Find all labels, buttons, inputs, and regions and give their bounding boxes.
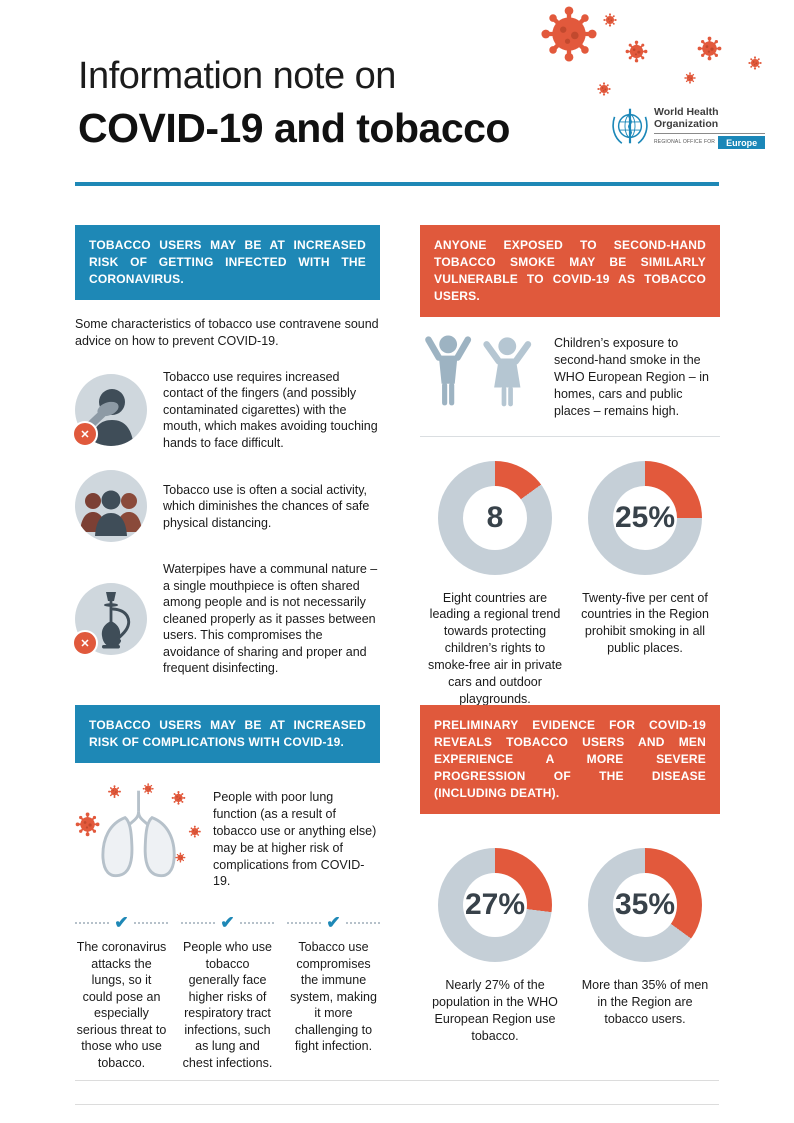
x-badge-icon: ✕ — [72, 630, 98, 657]
page-title: Information note on COVID-19 and tobacco — [78, 55, 510, 152]
coronavirus-icon — [684, 72, 696, 84]
coronavirus-icon — [597, 82, 611, 96]
who-logo: World Health Organization REGIONAL OFFIC… — [610, 106, 766, 150]
dotted-line — [75, 921, 110, 924]
section-heading-infection: TOBACCO USERS MAY BE AT INCREASED RISK O… — [75, 225, 380, 301]
donut-value: 35% — [614, 888, 676, 922]
check-divider: ✔ — [287, 914, 380, 931]
check-divider: ✔ — [181, 914, 274, 931]
key-point: ✔ The coronavirus attacks the lungs, so … — [75, 914, 168, 1071]
list-item-text: Waterpipes have a communal nature – a si… — [163, 562, 378, 676]
key-point: ✔ People who use tobacco generally face … — [181, 914, 274, 1071]
dotted-line — [287, 921, 322, 924]
coronavirus-icon — [748, 56, 762, 70]
key-points-row: ✔ The coronavirus attacks the lungs, so … — [75, 914, 380, 1071]
check-divider: ✔ — [75, 914, 168, 931]
who-name-line-2: Organization — [654, 118, 719, 131]
section-divider — [420, 435, 720, 437]
footer-divider — [75, 1104, 719, 1105]
donut-figure-27-percent: 27% Nearly 27% of the population in the … — [420, 848, 570, 1045]
list-item-text: Tobacco use is often a social activity, … — [163, 482, 370, 530]
list-item-text: Tobacco use requires increased contact o… — [163, 369, 378, 450]
donut-chart-25-percent: 25% — [588, 460, 702, 575]
section-severe-progression: PRELIMINARY EVIDENCE FOR COVID-19 REVEAL… — [420, 705, 720, 1045]
footer-divider — [75, 1080, 719, 1081]
donut-chart-8-countries: 8 — [438, 460, 552, 575]
who-logo-text: World Health Organization REGIONAL OFFIC… — [654, 106, 766, 150]
waterpipe-icon: ✕ — [72, 583, 147, 657]
dotted-line — [181, 921, 216, 924]
coronavirus-icon — [625, 40, 648, 63]
section-infection-risk: TOBACCO USERS MAY BE AT INCREASED RISK O… — [72, 225, 380, 677]
donut-value: 25% — [614, 500, 676, 534]
key-point-text: Tobacco use compromises the immune syste… — [290, 940, 377, 1054]
donut-row: 27% Nearly 27% of the population in the … — [420, 848, 720, 1045]
donut-chart-27-percent: 27% — [438, 848, 552, 963]
donut-caption: Nearly 27% of the population in the WHO … — [432, 978, 558, 1043]
section-heading-progression: PRELIMINARY EVIDENCE FOR COVID-19 REVEAL… — [420, 705, 720, 815]
donut-row: 8 Eight countries are leading a regional… — [420, 460, 720, 708]
donut-chart-35-percent: 35% — [588, 848, 702, 963]
donut-value: 27% — [464, 888, 526, 922]
section-heading-complications: TOBACCO USERS MAY BE AT INCREASED RISK O… — [75, 705, 380, 764]
key-point-text: People who use tobacco generally face hi… — [182, 940, 273, 1070]
list-item-hand-to-face: ✕ Tobacco use requires increased contact… — [72, 369, 380, 452]
who-emblem-icon — [612, 108, 648, 144]
coronavirus-icon — [697, 36, 722, 61]
section-complications-risk: TOBACCO USERS MAY BE AT INCREASED RISK O… — [75, 705, 380, 1071]
title-line-1: Information note on — [78, 55, 396, 97]
who-name-line-1: World Health — [654, 106, 719, 118]
donut-figure-25-percent: 25% Twenty-five per cent of countries in… — [570, 460, 720, 708]
donut-caption: Twenty-five per cent of countries in the… — [581, 590, 709, 656]
lungs-virus-icon — [75, 783, 202, 878]
dotted-line — [345, 921, 380, 924]
list-item-social-activity: Tobacco use is often a social activity, … — [75, 470, 380, 543]
x-badge-icon: ✕ — [72, 421, 98, 448]
donut-caption: More than 35% of men in the Region are t… — [581, 978, 709, 1026]
check-icon: ✔ — [114, 913, 129, 933]
complications-lead-text: People with poor lung function (as a res… — [213, 790, 377, 889]
dotted-line — [239, 921, 274, 924]
check-icon: ✔ — [220, 913, 235, 933]
who-regional-office-label: REGIONAL OFFICE FOR — [654, 139, 716, 146]
children-figure-row: Children’s exposure to second-hand smoke… — [420, 333, 720, 419]
donut-value: 8 — [486, 500, 504, 534]
lungs-figure-row: People with poor lung function (as a res… — [75, 783, 380, 890]
dotted-line — [133, 921, 168, 924]
section-heading-second-hand: ANYONE EXPOSED TO SECOND-HAND TOBACCO SM… — [420, 225, 720, 318]
hand-to-face-icon: ✕ — [72, 374, 147, 448]
coronavirus-icon — [540, 5, 598, 63]
who-logo-divider — [654, 133, 766, 135]
key-point: ✔ Tobacco use compromises the immune sys… — [287, 914, 380, 1071]
list-item-waterpipe: ✕ Waterpipes have a communal nature – a … — [72, 561, 380, 677]
donut-caption: Eight countries are leading a regional t… — [427, 590, 563, 706]
coronavirus-icon — [603, 13, 617, 27]
section-second-hand-smoke: ANYONE EXPOSED TO SECOND-HAND TOBACCO SM… — [420, 225, 720, 708]
who-region-badge: Europe — [718, 136, 766, 150]
section-intro: Some characteristics of tobacco use cont… — [75, 317, 379, 348]
check-icon: ✔ — [326, 913, 341, 933]
social-group-icon — [75, 470, 147, 543]
header-divider — [75, 182, 719, 186]
donut-figure-8-countries: 8 Eight countries are leading a regional… — [420, 460, 570, 708]
title-line-2: COVID-19 and tobacco — [78, 105, 510, 151]
donut-figure-35-percent: 35% More than 35% of men in the Region a… — [570, 848, 720, 1045]
key-point-text: The coronavirus attacks the lungs, so it… — [76, 940, 167, 1070]
children-icon — [425, 335, 532, 407]
children-exposure-text: Children’s exposure to second-hand smoke… — [554, 336, 709, 418]
